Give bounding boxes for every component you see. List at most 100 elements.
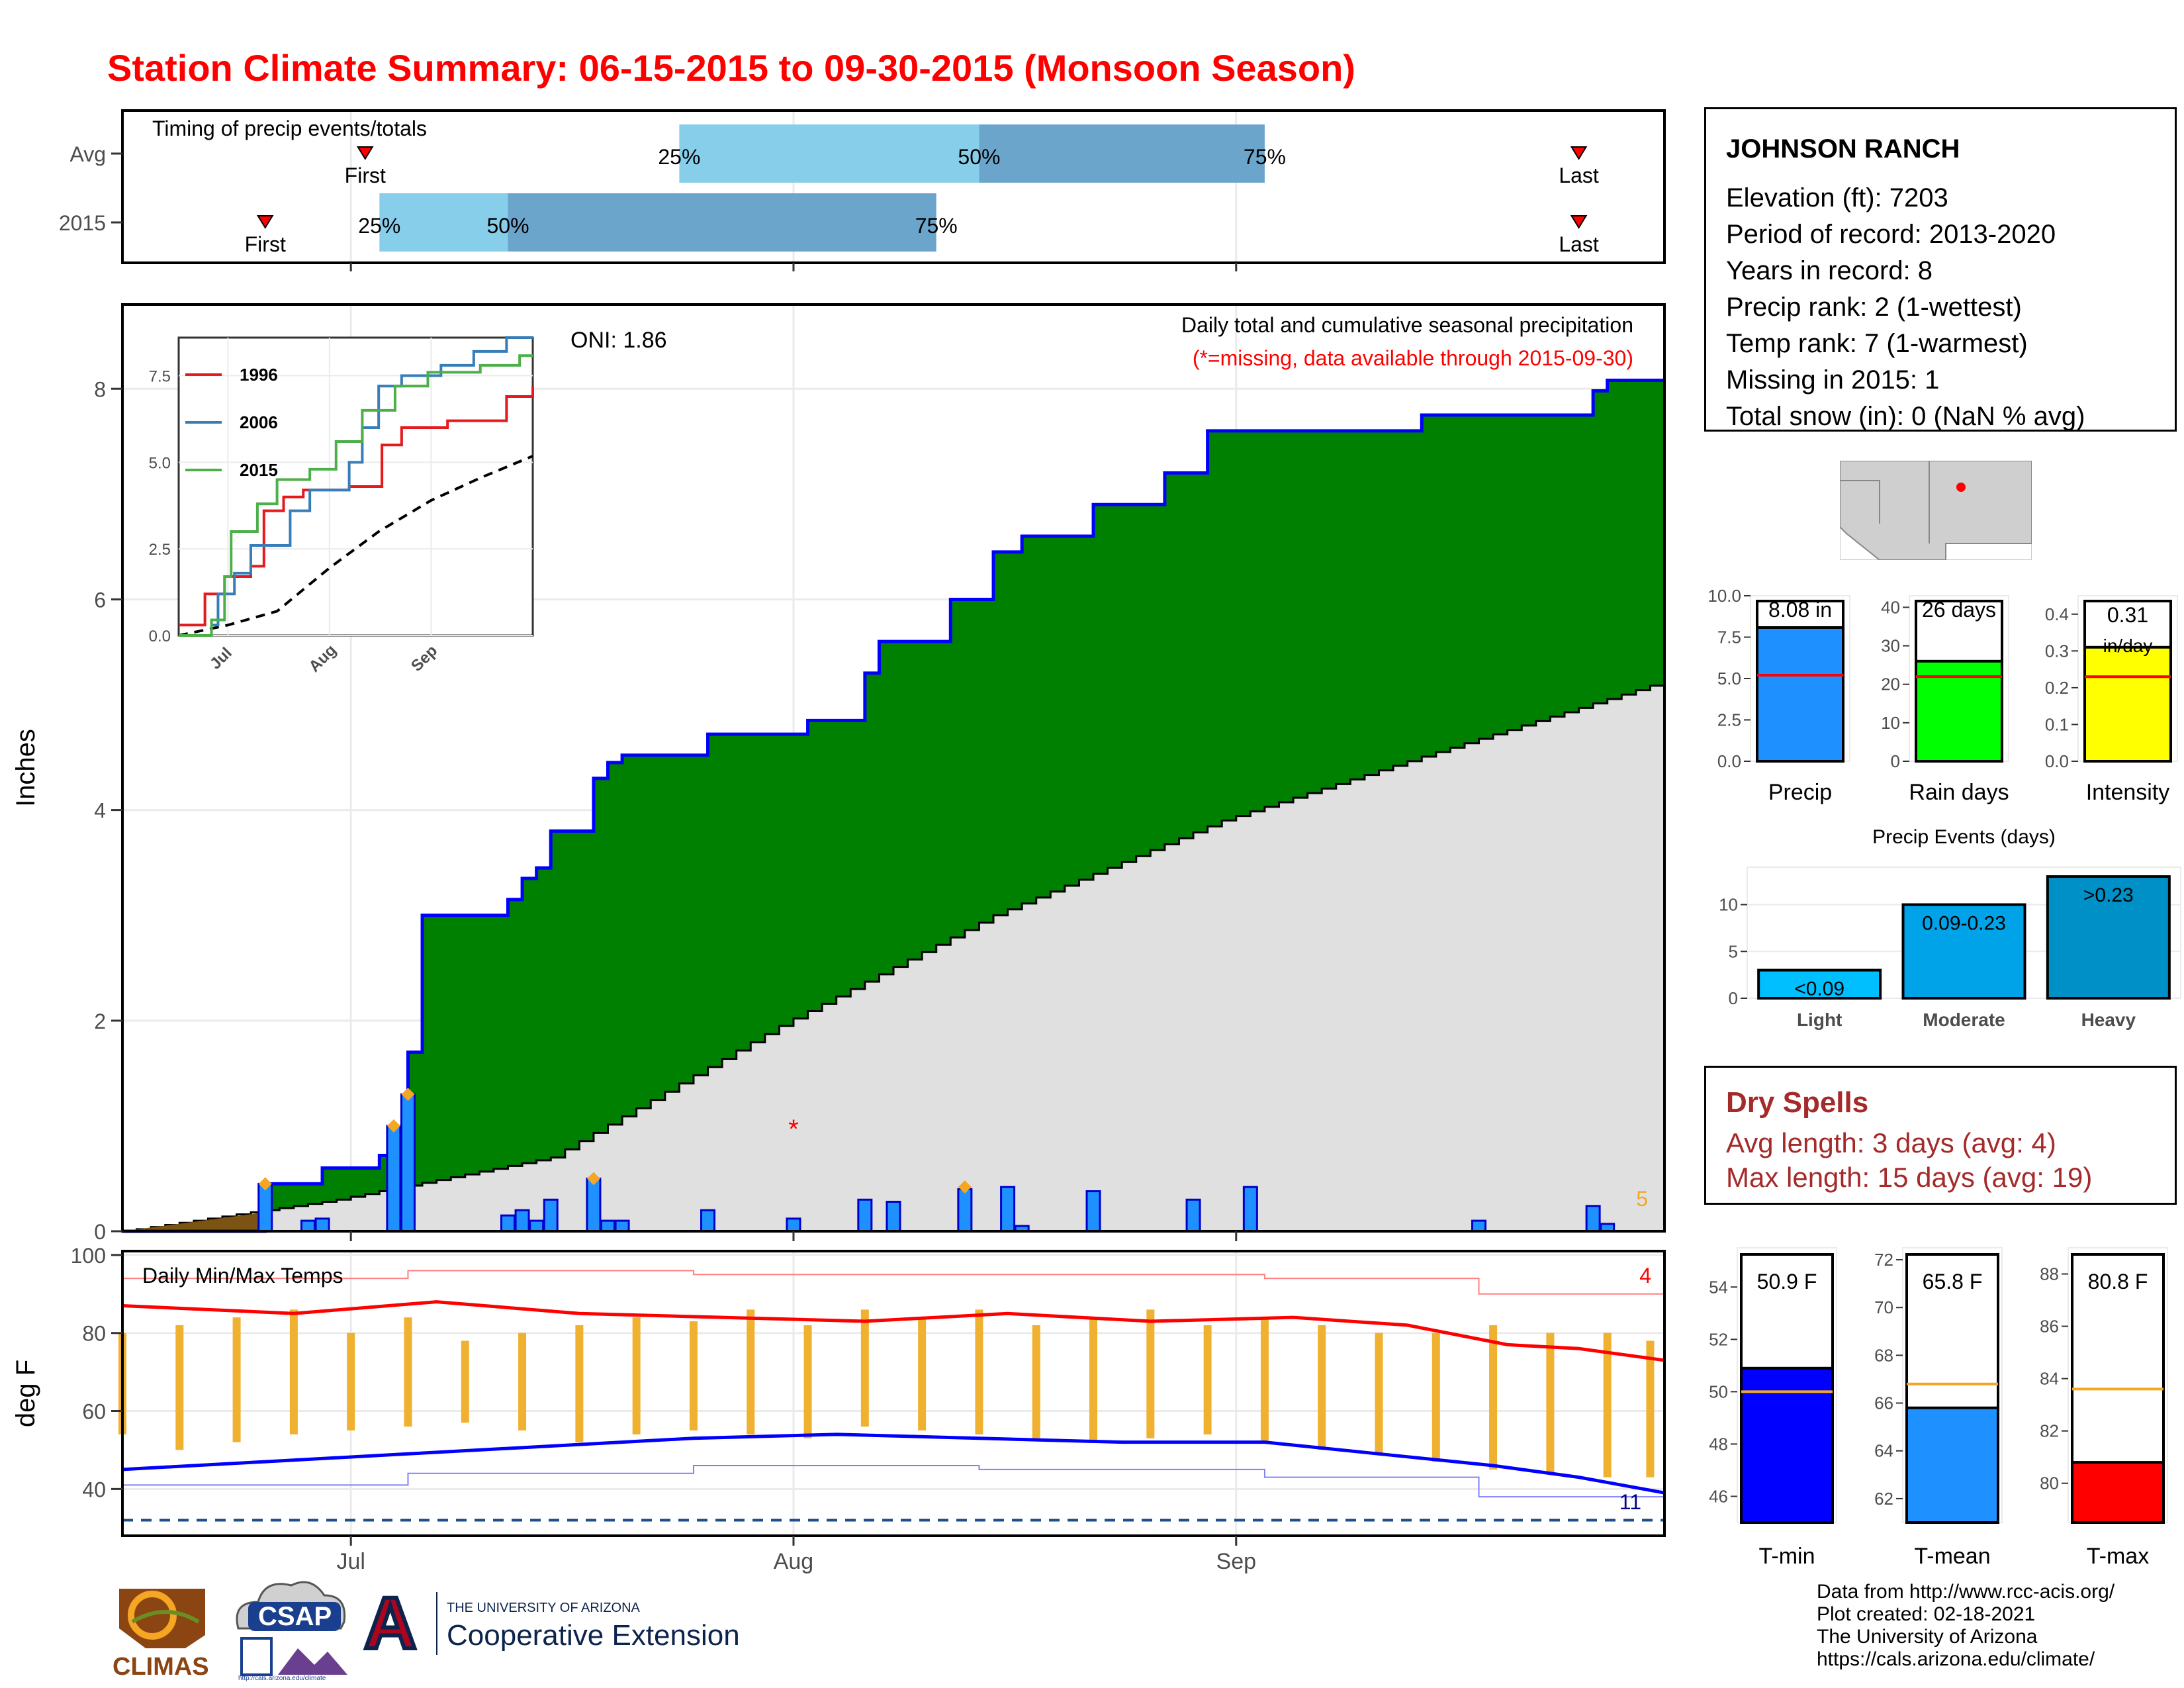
- daily-precip-bar-1: [300, 1219, 316, 1233]
- summary-intensity-value: 0.31: [2107, 603, 2148, 627]
- temp-range-bar-20: [1260, 1317, 1269, 1442]
- timing-avg-q75-label: 75%: [1244, 145, 1286, 169]
- summary-intensity-bar: [2083, 645, 2172, 763]
- daily-precip-bar-4: [400, 1093, 416, 1233]
- temp-xtick-label-aug: Aug: [774, 1549, 814, 1574]
- events-ytick-label-0: 0: [1729, 988, 1738, 1008]
- tsum-tmax-ytick-label-80: 80: [2040, 1474, 2059, 1493]
- station-snow: Total snow (in): 0 (NaN % avg): [1726, 402, 2085, 431]
- summary-rain-days-ytick-label-30: 30: [1881, 636, 1900, 656]
- timing-2015-q50-label: 50%: [486, 214, 529, 238]
- record-marker-3: [586, 1172, 600, 1186]
- credit-url: https://cals.arizona.edu/climate/: [1817, 1648, 2095, 1670]
- station-details: Elevation (ft): 7203 Period of record: 2…: [1726, 183, 2176, 431]
- temp-ytick-label-60: 60: [82, 1400, 106, 1424]
- timing-2015-first-marker: [256, 215, 274, 229]
- dry-spells-avg: Avg length: 3 days (avg: 4): [1726, 1127, 2056, 1158]
- station-info-box: JOHNSON RANCH Elevation (ft): 7203 Perio…: [1704, 107, 2177, 432]
- timing-label: Timing of precip events/totals: [152, 117, 427, 140]
- csap-wordmark: CSAP: [258, 1602, 332, 1631]
- tsum-tmax-label: T-max: [2087, 1544, 2149, 1569]
- tsum-tmin-ytick-label-52: 52: [1709, 1329, 1728, 1349]
- tsum-tmean-ytick-label-72: 72: [1874, 1250, 1893, 1270]
- precip-count-label: 5: [1636, 1187, 1648, 1211]
- daily-precip-bar-10: [600, 1219, 616, 1233]
- precip-legend-line1: Daily total and cumulative seasonal prec…: [1181, 313, 1633, 337]
- temp-range-bar-10: [689, 1321, 698, 1430]
- temp-frame: [121, 1250, 1666, 1537]
- dry-spells-title: Dry Spells: [1726, 1086, 1869, 1119]
- tsum-tmean-ytick-label-64: 64: [1874, 1441, 1893, 1461]
- events-light-category-label: Light: [1797, 1009, 1842, 1030]
- inset-legend-label-1996: 1996: [240, 365, 278, 385]
- cumulative-2015-line: [122, 379, 1664, 1233]
- timing-panel: Timing of precip events/totals Avg 25% 50% 7…: [59, 109, 1666, 271]
- station-elevation: Elevation (ft): 7203: [1726, 183, 1948, 212]
- temp-range-bar-26: [1603, 1333, 1612, 1477]
- summary-rain-days-ytick-label-40: 40: [1881, 597, 1900, 617]
- temp-y-label: deg F: [11, 1360, 40, 1427]
- tsum-tmax-ytick-label-84: 84: [2040, 1369, 2059, 1389]
- temp-range-bar-27: [1646, 1340, 1655, 1477]
- tsum-tmean-value: 65.8 F: [1923, 1270, 1983, 1293]
- dry-spells-max: Max length: 15 days (avg: 19): [1726, 1162, 2093, 1193]
- daily-precip-bar-19: [1085, 1190, 1101, 1233]
- summary-raindays-value: 26 days: [1922, 598, 1996, 622]
- summary-bars: 0.0 2.5 5.0 7.5 10.0 Precip 0 10 20 30 40 Rain days…: [1707, 586, 2178, 805]
- station-temp-rank: Temp rank: 7 (1-warmest): [1726, 329, 2028, 358]
- missing-marker-0: *: [788, 1115, 799, 1144]
- credit-university: The University of Arizona: [1817, 1626, 2038, 1648]
- summary-precip-ytick-label-10: 10.0: [1707, 586, 1741, 606]
- precip-ytick-label-6: 6: [94, 588, 106, 612]
- tmin-count-label: 11: [1619, 1490, 1641, 1514]
- precip-frame: [121, 303, 1666, 1233]
- daily-precip-bar-7: [529, 1219, 545, 1233]
- temp-range-bar-17: [1089, 1317, 1098, 1442]
- daily-precip-bar-13: [786, 1217, 801, 1233]
- temp-panel-label: Daily Min/Max Temps: [142, 1264, 343, 1288]
- temp-summary-bars: 46 48 50 52 54 50.9 F T-min 62 64 66 68 70 72 65.8 F T…: [1709, 1247, 2168, 1569]
- temp-xtick-label-sep: Sep: [1216, 1549, 1257, 1574]
- daily-precip-bar-3: [386, 1125, 402, 1233]
- station-location-marker: [1956, 483, 1966, 492]
- temp-range-bar-9: [632, 1317, 641, 1434]
- tsum-tmin-ytick-label-48: 48: [1709, 1434, 1728, 1454]
- locator-map: [1840, 461, 2032, 560]
- temp-range-bar-7: [518, 1333, 527, 1430]
- ua-extension: Cooperative Extension: [447, 1619, 740, 1652]
- ua-name: THE UNIVERSITY OF ARIZONA: [447, 1601, 641, 1615]
- average-cumulative-line: [122, 684, 1664, 1233]
- tsum-tmean-ytick-label-66: 66: [1874, 1393, 1893, 1413]
- tsum-tmin-ytick-label-54: 54: [1709, 1277, 1728, 1297]
- temp-panel: 40 60 80 100 Jul Aug Sep deg F Daily Min/Max Tem…: [11, 1244, 1666, 1574]
- inset-average-line: [178, 455, 533, 637]
- daily-precip-bar-20: [1185, 1198, 1201, 1233]
- tsum-tmax-bar: [2071, 1461, 2165, 1524]
- daily-precip-bar-12: [700, 1209, 716, 1233]
- timing-avg-row-label: Avg: [69, 142, 106, 166]
- inset-ytick-label-2.5: 2.5: [149, 541, 171, 559]
- precip-y-label: Inches: [11, 729, 40, 807]
- inset-legend-label-2006: 2006: [240, 412, 278, 432]
- timing-avg-first-marker: [356, 146, 374, 160]
- daily-precip-bar-21: [1242, 1186, 1258, 1233]
- avg-max-line: [122, 1300, 1665, 1362]
- tsum-tmin-ytick-label-50: 50: [1709, 1382, 1728, 1401]
- inset-legend-label-2015: 2015: [240, 460, 278, 480]
- summary-precip-label: Precip: [1768, 780, 1832, 805]
- record-marker-0: [258, 1177, 272, 1191]
- timing-2015-q50-q75-box: [508, 193, 936, 252]
- daily-precip-bar-23: [1585, 1205, 1601, 1233]
- footer-logos: CLIMAS CSAP http://cals.arizona.edu/clim…: [113, 1581, 740, 1681]
- average-cumulative-area: [122, 685, 1664, 1231]
- dry-spells-box: Dry Spells Avg length: 3 days (avg: 4) M…: [1704, 1066, 2177, 1205]
- inset-series-2006: [179, 336, 533, 637]
- temp-ytick-label-80: 80: [82, 1322, 106, 1346]
- timing-2015-q25-label: 25%: [358, 214, 400, 238]
- record-min-outline: [122, 1464, 1665, 1536]
- csap-logo: CSAP http://cals.arizona.edu/climate: [236, 1581, 347, 1681]
- climas-logo: CLIMAS: [113, 1589, 209, 1681]
- precip-ytick-label-8: 8: [94, 377, 106, 401]
- daily-precip-bar-0: [257, 1182, 273, 1233]
- temp-range-bar-2: [232, 1317, 241, 1442]
